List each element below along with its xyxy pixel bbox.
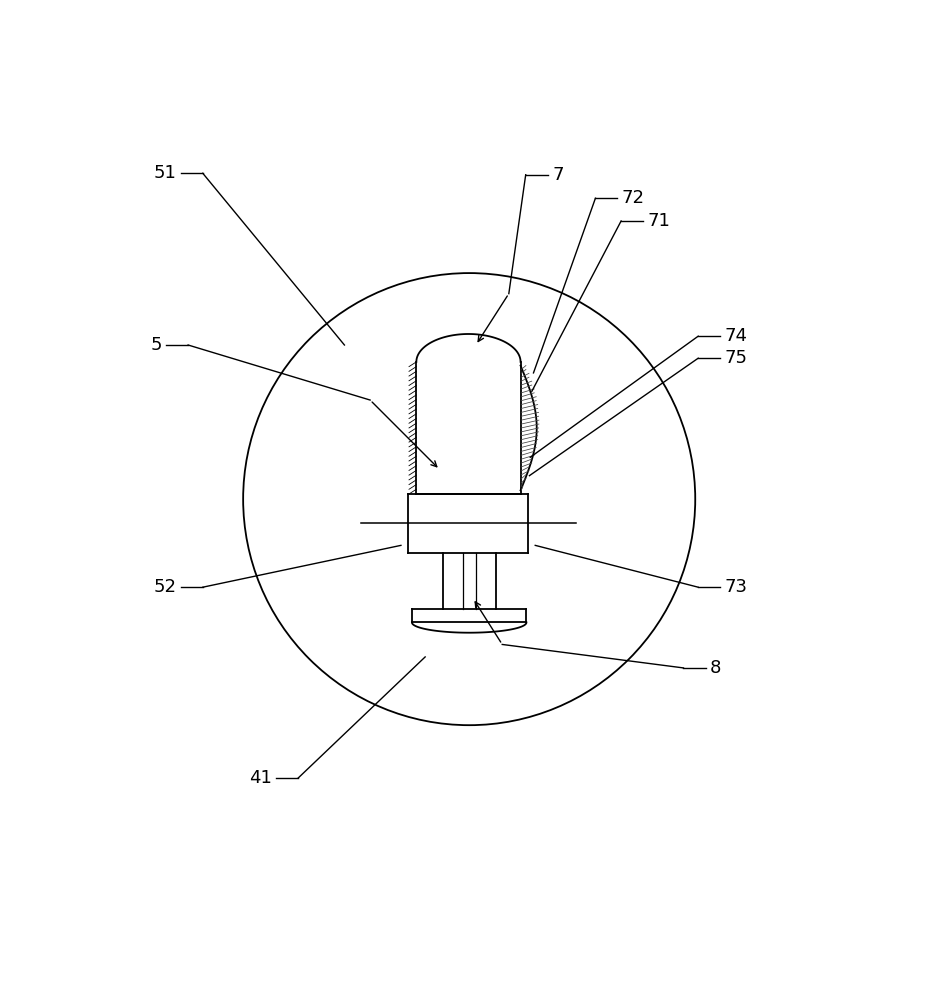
Text: 74: 74: [724, 327, 747, 345]
Text: 71: 71: [648, 212, 670, 230]
Text: 52: 52: [153, 578, 176, 596]
Text: 5: 5: [151, 336, 162, 354]
Text: 51: 51: [153, 164, 176, 182]
Text: 75: 75: [724, 349, 747, 367]
Text: 41: 41: [249, 769, 272, 787]
Text: 8: 8: [710, 659, 722, 677]
Text: 7: 7: [552, 166, 563, 184]
Text: 72: 72: [622, 189, 645, 207]
Text: 73: 73: [724, 578, 747, 596]
